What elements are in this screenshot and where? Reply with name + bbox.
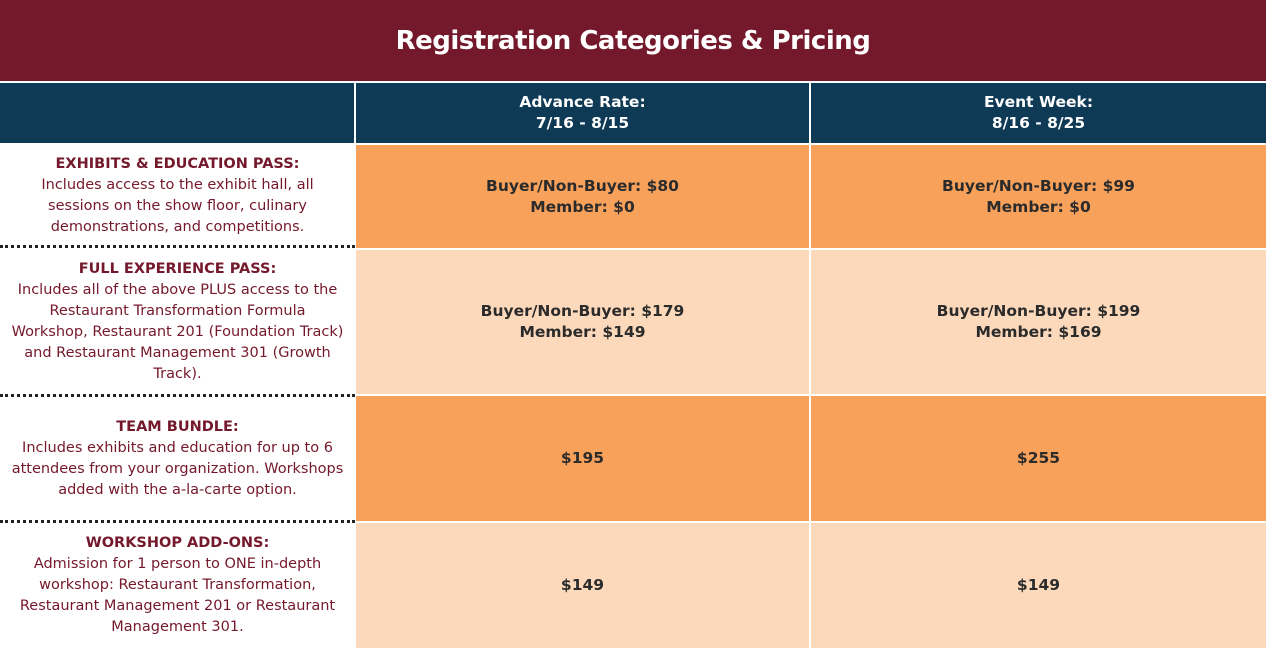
price-cell-workshop-addons-advance: $149 — [356, 523, 809, 648]
row-full-experience-label: FULL EXPERIENCE PASS: Includes all of th… — [0, 250, 355, 393]
header-event-week-dates: 8/16 - 8/25 — [991, 114, 1086, 132]
row-title: FULL EXPERIENCE PASS: — [78, 260, 277, 277]
price-cell-exhibits-advance: Buyer/Non-Buyer: $80 Member: $0 — [356, 145, 809, 248]
price-line: Member: $169 — [975, 323, 1102, 341]
price-line: Buyer/Non-Buyer: $199 — [936, 302, 1141, 320]
price-line: Member: $0 — [530, 197, 635, 216]
price-line: $149 — [560, 576, 605, 594]
header-event-week: Event Week: 8/16 - 8/25 — [811, 83, 1266, 143]
row-divider — [0, 520, 355, 523]
row-exhibits-education-label: EXHIBITS & EDUCATION PASS: Includes acce… — [0, 145, 355, 246]
header-advance-rate: Advance Rate: 7/16 - 8/15 — [356, 83, 809, 143]
price-cell-team-bundle-advance: $195 — [356, 396, 809, 521]
table-title: Registration Categories & Pricing — [0, 0, 1266, 81]
header-advance-rate-label: Advance Rate: — [519, 93, 646, 111]
row-title: EXHIBITS & EDUCATION PASS: — [55, 155, 300, 172]
price-line: Member: $149 — [519, 323, 646, 341]
row-team-bundle-label: TEAM BUNDLE: Includes exhibits and educa… — [0, 398, 355, 520]
price-line: Buyer/Non-Buyer: $99 — [942, 176, 1135, 195]
row-title: WORKSHOP ADD-ONS: — [85, 534, 270, 551]
row-description: Admission for 1 person to ONE in-depth w… — [19, 555, 336, 635]
row-workshop-addons-label: WORKSHOP ADD-ONS: Admission for 1 person… — [0, 524, 355, 646]
row-title: TEAM BUNDLE: — [116, 419, 239, 435]
price-cell-full-experience-advance: Buyer/Non-Buyer: $179 Member: $149 — [356, 250, 809, 394]
price-line: $149 — [1016, 576, 1061, 594]
row-divider — [0, 245, 355, 248]
price-line: Buyer/Non-Buyer: $80 — [486, 176, 679, 195]
row-description: Includes exhibits and education for up t… — [11, 440, 344, 498]
price-cell-exhibits-event-week: Buyer/Non-Buyer: $99 Member: $0 — [811, 145, 1266, 248]
price-line: $195 — [560, 449, 605, 467]
price-cell-full-experience-event-week: Buyer/Non-Buyer: $199 Member: $169 — [811, 250, 1266, 394]
row-description: Includes access to the exhibit hall, all… — [41, 176, 314, 235]
price-cell-workshop-addons-event-week: $149 — [811, 523, 1266, 648]
row-divider — [0, 394, 355, 397]
header-advance-rate-dates: 7/16 - 8/15 — [535, 114, 630, 132]
price-line: Member: $0 — [986, 197, 1091, 216]
price-cell-team-bundle-event-week: $255 — [811, 396, 1266, 521]
header-event-week-label: Event Week: — [983, 93, 1094, 111]
price-line: Buyer/Non-Buyer: $179 — [480, 302, 685, 320]
price-line: $255 — [1016, 449, 1061, 467]
header-blank-cell — [0, 83, 354, 143]
row-description: Includes all of the above PLUS access to… — [11, 281, 344, 382]
